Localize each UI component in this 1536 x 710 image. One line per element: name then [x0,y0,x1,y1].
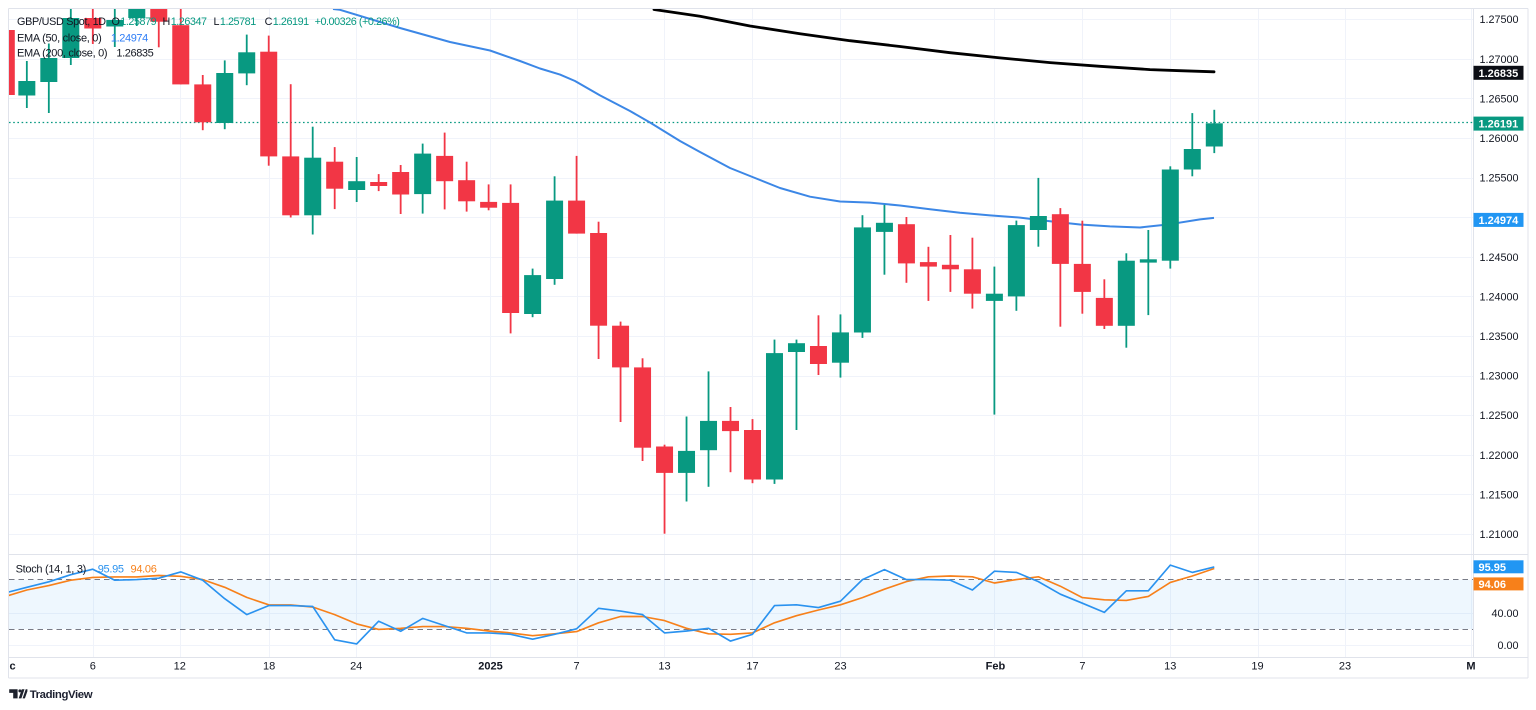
svg-text:1.27500: 1.27500 [1479,14,1518,26]
svg-text:7: 7 [1079,661,1085,673]
svg-text:Stoch (14, 1, 3): Stoch (14, 1, 3) [16,563,86,575]
svg-text:1.24974: 1.24974 [1479,215,1520,227]
svg-text:C: C [265,16,273,28]
svg-text:TradingView: TradingView [30,689,93,701]
svg-text:1.21500: 1.21500 [1479,489,1518,501]
svg-text:1.23000: 1.23000 [1479,371,1518,383]
svg-text:1.23500: 1.23500 [1479,331,1518,343]
svg-text:1.26347: 1.26347 [171,16,207,28]
svg-text:1.21000: 1.21000 [1479,529,1518,541]
svg-text:13: 13 [1164,661,1176,673]
svg-text:1.24500: 1.24500 [1479,252,1518,264]
svg-text:12: 12 [174,661,186,673]
svg-text:EMA (200, close, 0): EMA (200, close, 0) [17,47,107,59]
svg-text:1.26500: 1.26500 [1479,93,1518,105]
svg-text:94.06: 94.06 [1479,579,1507,591]
svg-text:1.27000: 1.27000 [1479,54,1518,66]
svg-text:1.26835: 1.26835 [1479,68,1519,80]
svg-text:1.26191: 1.26191 [1479,119,1519,131]
svg-text:40.00: 40.00 [1491,608,1518,620]
svg-text:+0.00326 (+0.26%): +0.00326 (+0.26%) [315,16,400,28]
svg-text:1.22000: 1.22000 [1479,450,1518,462]
svg-text:1.26835: 1.26835 [116,47,153,59]
svg-text:1.24974: 1.24974 [111,33,148,45]
svg-text:H: H [163,16,171,28]
svg-text:0.00: 0.00 [1497,640,1518,652]
svg-text:23: 23 [834,661,846,673]
svg-text:c: c [9,661,15,673]
svg-text:17: 17 [746,661,758,673]
svg-text:1.25879: 1.25879 [120,16,156,28]
svg-text:M: M [1466,661,1475,673]
svg-text:19: 19 [1251,661,1263,673]
svg-text:7: 7 [574,661,580,673]
svg-text:Feb: Feb [986,661,1006,673]
svg-text:18: 18 [263,661,275,673]
svg-text:2025: 2025 [478,661,502,673]
svg-text:1.26000: 1.26000 [1479,133,1518,145]
svg-text:1.24000: 1.24000 [1479,291,1518,303]
svg-text:95.95: 95.95 [98,563,124,575]
svg-text:1.25500: 1.25500 [1479,173,1518,185]
svg-text:1.25781: 1.25781 [220,16,256,28]
svg-text:95.95: 95.95 [1479,562,1507,574]
svg-text:24: 24 [350,661,362,673]
svg-text:O: O [112,16,120,28]
svg-text:1.22500: 1.22500 [1479,410,1518,422]
svg-text:GBP/USD Spot, 1D: GBP/USD Spot, 1D [17,16,106,28]
svg-text:1.26191: 1.26191 [273,16,309,28]
svg-text:94.06: 94.06 [131,563,157,575]
svg-text:6: 6 [90,661,96,673]
svg-text:23: 23 [1339,661,1351,673]
svg-text:L: L [214,16,220,28]
svg-text:EMA (50, close, 0): EMA (50, close, 0) [17,33,101,45]
svg-text:13: 13 [658,661,670,673]
